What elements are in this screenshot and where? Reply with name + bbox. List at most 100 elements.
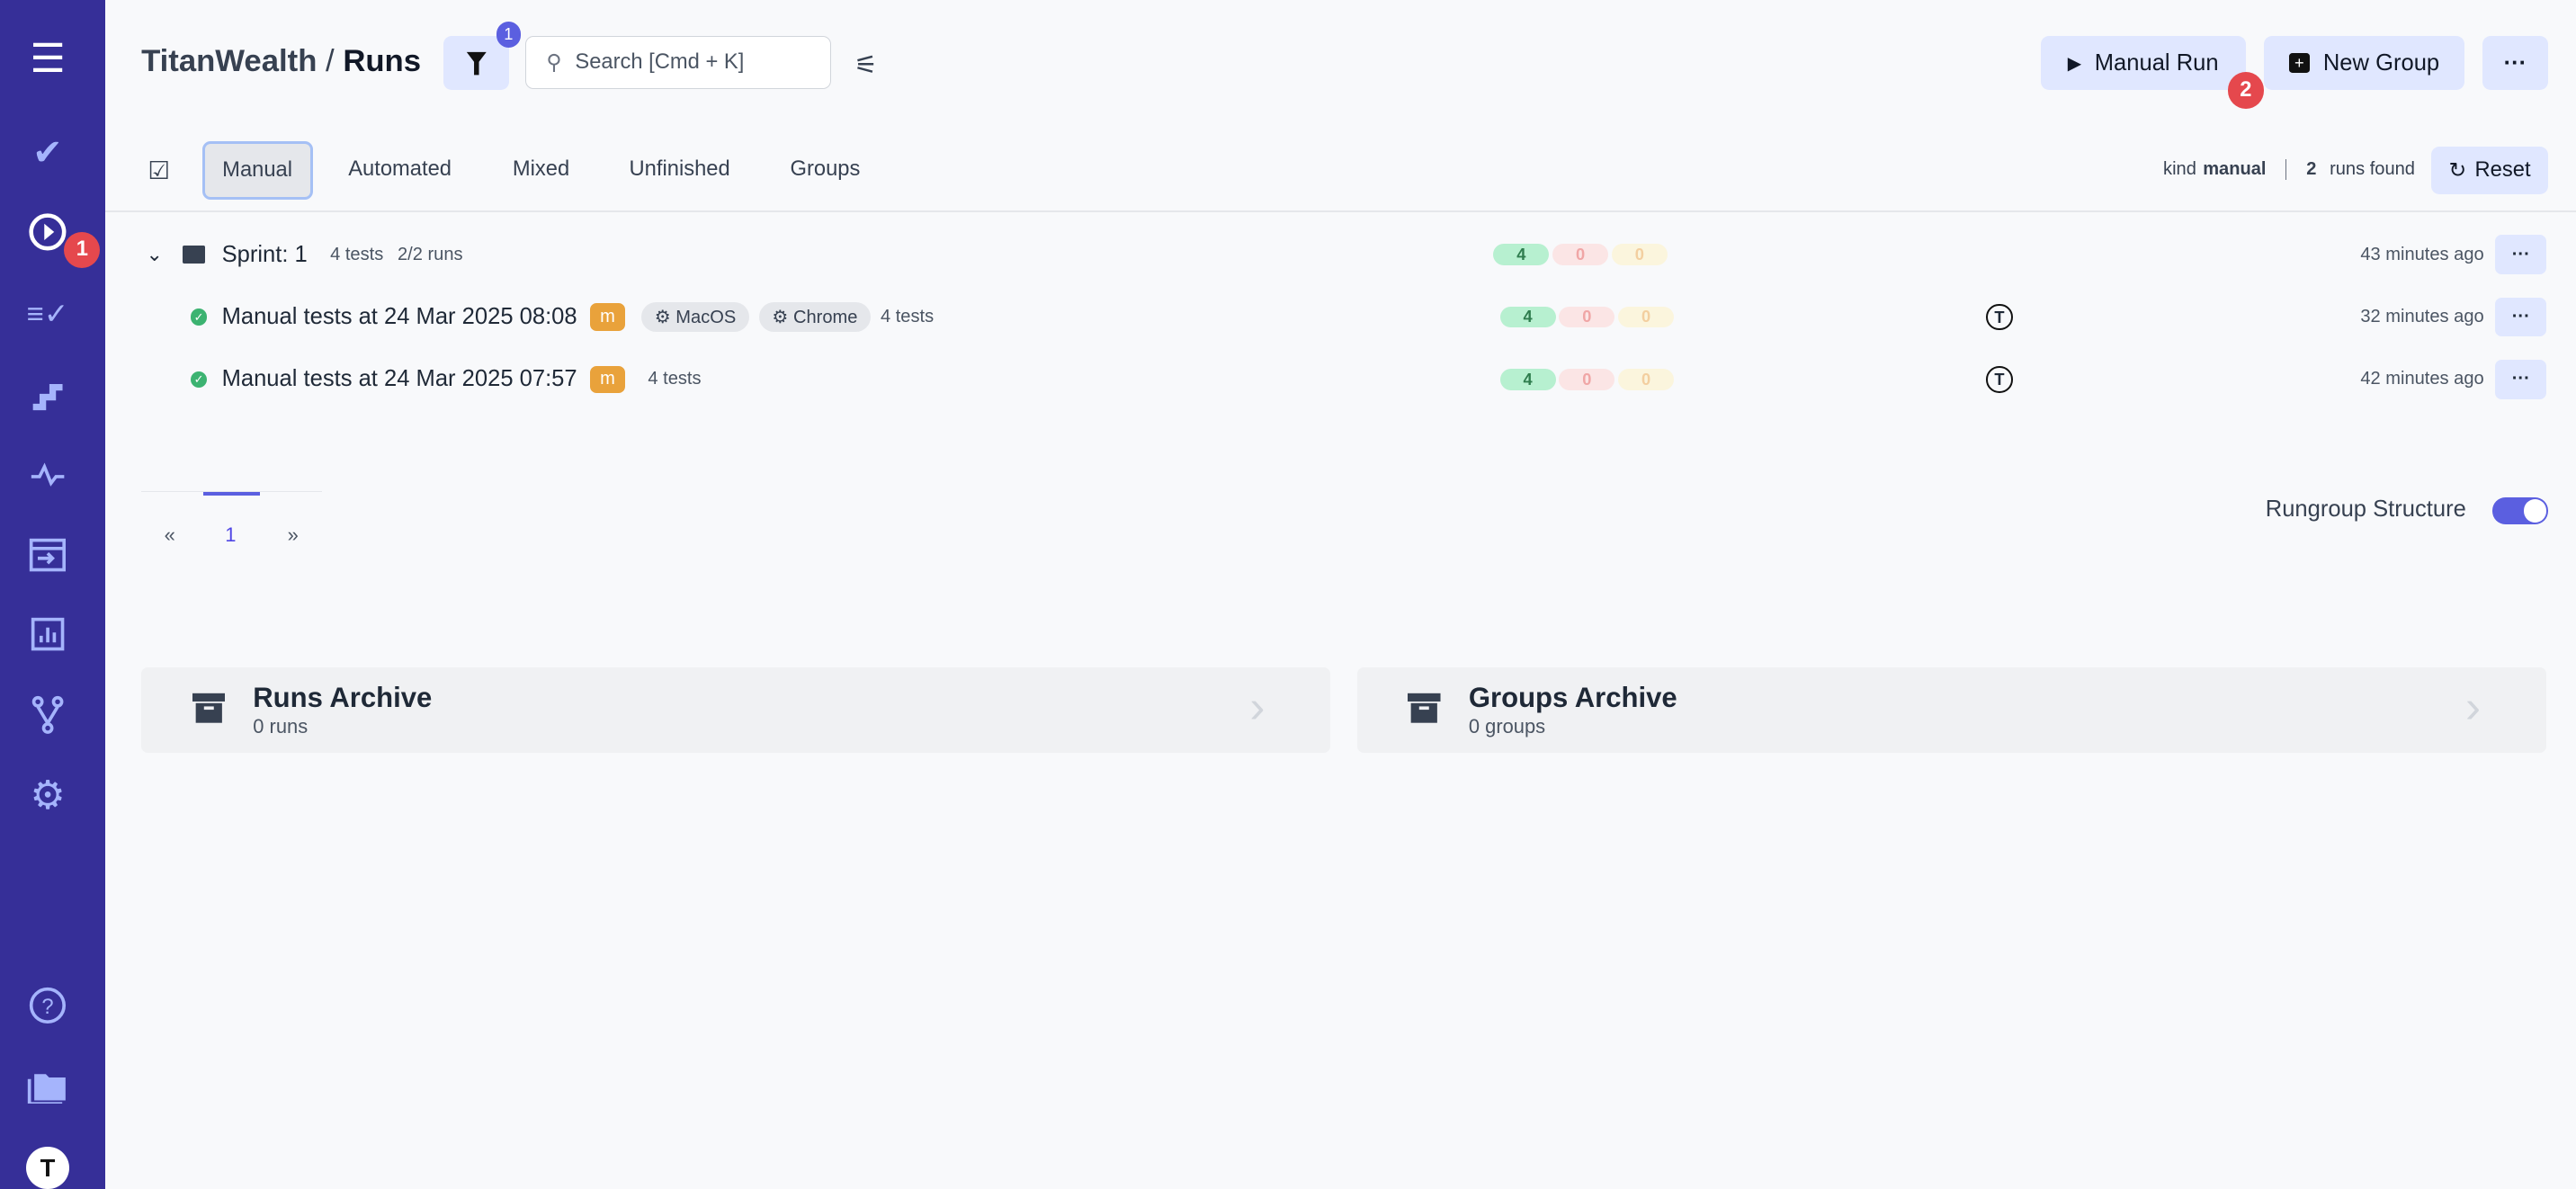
chevron-down-icon[interactable]: ⌄	[146, 243, 163, 266]
runs-archive-card[interactable]: Runs Archive 0 runs ›	[141, 666, 1331, 753]
folders-icon[interactable]	[26, 1065, 68, 1107]
run-tests: 4 tests	[648, 369, 702, 389]
new-group-label: New Group	[2322, 49, 2440, 76]
passed-status-icon: ✓	[190, 371, 208, 389]
pagination: « 1 »	[141, 491, 322, 546]
manual-run-label: Manual Run	[2094, 49, 2219, 76]
group-more-button[interactable]: ···	[2495, 235, 2547, 274]
reset-button[interactable]: ↻ Reset	[2431, 146, 2548, 194]
run-time: 32 minutes ago	[2360, 307, 2484, 326]
filter-count-badge: 1	[496, 21, 521, 48]
env-chip: ⚙ MacOS	[641, 302, 749, 332]
play-icon: ▶	[2067, 53, 2082, 74]
skipped-count: 0	[1611, 244, 1668, 265]
group-name[interactable]: Sprint: 1	[221, 241, 308, 267]
branch-icon[interactable]	[26, 693, 68, 736]
rungroup-structure-label: Rungroup Structure	[2265, 496, 2466, 522]
breadcrumb-separator: /	[326, 44, 335, 79]
manual-badge: m	[590, 303, 625, 331]
tab-unfinished[interactable]: Unfinished	[629, 156, 730, 181]
page-title: Runs	[343, 44, 422, 79]
gear-icon[interactable]: ⚙	[30, 773, 66, 818]
notification-badge: 1	[64, 231, 101, 268]
check-icon[interactable]: ✔	[32, 131, 63, 173]
run-tests: 4 tests	[880, 307, 935, 326]
run-title[interactable]: Manual tests at 24 Mar 2025 08:08	[221, 304, 577, 329]
pulse-icon[interactable]	[26, 453, 68, 496]
prev-page-button[interactable]: «	[164, 523, 175, 546]
run-more-button[interactable]: ···	[2495, 297, 2547, 337]
menu-icon[interactable]: ☰	[30, 37, 66, 82]
archive-count: 0 runs	[253, 714, 309, 738]
passed-count: 4	[1499, 369, 1556, 390]
search-icon: ⚲	[546, 50, 562, 75]
env-label: Chrome	[793, 308, 858, 327]
runs-found-label: runs found	[2330, 159, 2415, 180]
failed-count: 0	[1552, 244, 1609, 265]
user-avatar: T	[1986, 366, 2013, 393]
groups-archive-card[interactable]: Groups Archive 0 groups ›	[1356, 666, 2547, 753]
run-row[interactable]: ✓ Manual tests at 24 Mar 2025 07:57 m 4 …	[105, 355, 2576, 405]
archive-title: Runs Archive	[253, 681, 433, 713]
archive-count: 0 groups	[1468, 714, 1546, 738]
skipped-count: 0	[1618, 306, 1675, 328]
more-button[interactable]: ···	[2482, 36, 2548, 91]
search-placeholder: Search [Cmd + K]	[575, 49, 745, 74]
run-more-button[interactable]: ···	[2495, 359, 2547, 399]
folder-plus-icon: +	[2288, 53, 2311, 74]
search-input[interactable]: ⚲ Search [Cmd + K]	[525, 36, 832, 89]
rungroup-structure-toggle[interactable]	[2491, 497, 2548, 524]
list-check-icon[interactable]: ≡✓	[26, 297, 69, 331]
run-row[interactable]: ✓ Manual tests at 24 Mar 2025 08:08 m ⚙ …	[105, 292, 2576, 342]
play-circle-icon[interactable]	[26, 210, 68, 253]
env-chip: ⚙ Chrome	[758, 302, 872, 332]
steps-icon[interactable]	[26, 371, 68, 414]
tab-mixed[interactable]: Mixed	[512, 156, 570, 181]
archive-icon	[1408, 693, 1441, 723]
tab-manual[interactable]: Manual	[201, 141, 313, 200]
group-tests: 4 tests	[330, 244, 384, 264]
archive-icon	[192, 693, 226, 723]
run-title[interactable]: Manual tests at 24 Mar 2025 07:57	[221, 366, 577, 392]
refresh-icon: ↻	[2448, 158, 2467, 183]
failed-count: 0	[1559, 306, 1615, 328]
help-icon[interactable]: ?	[26, 984, 68, 1026]
manual-badge: m	[590, 365, 625, 394]
manual-run-button[interactable]: ▶ Manual Run	[2040, 36, 2246, 91]
svg-text:?: ?	[41, 996, 53, 1019]
project-name[interactable]: TitanWealth	[141, 44, 318, 79]
passed-count: 4	[1499, 306, 1556, 328]
sidebar: ☰ ✔ 1 ≡✓ ⚙ ? T	[0, 0, 105, 1189]
next-page-button[interactable]: »	[287, 523, 299, 546]
divider	[104, 210, 2576, 212]
filter-summary: kind manual 2 runs found	[2163, 159, 2415, 181]
chart-icon[interactable]	[26, 612, 68, 655]
manual-run-badge: 2	[2227, 72, 2264, 109]
new-group-button[interactable]: + New Group	[2263, 36, 2464, 91]
filter-button[interactable]	[443, 36, 510, 91]
group-runs: 2/2 runs	[398, 244, 463, 264]
tab-groups[interactable]: Groups	[790, 156, 861, 181]
env-label: MacOS	[675, 308, 737, 327]
chevron-right-icon: ›	[1249, 681, 1266, 733]
filter-icon	[466, 51, 487, 76]
runs-count: 2	[2306, 159, 2317, 180]
skipped-count: 0	[1618, 369, 1675, 390]
avatar-icon[interactable]: T	[26, 1146, 69, 1189]
user-avatar: T	[1986, 303, 2013, 331]
import-icon[interactable]	[26, 534, 68, 577]
reset-label: Reset	[2474, 157, 2531, 182]
passed-status-icon: ✓	[190, 308, 208, 326]
run-time: 42 minutes ago	[2360, 369, 2484, 389]
archive-title: Groups Archive	[1468, 681, 1677, 713]
chevron-right-icon: ›	[2464, 681, 2482, 733]
select-all-icon[interactable]: ☑	[148, 156, 170, 184]
kind-value: manual	[2203, 159, 2267, 180]
folder-icon	[182, 246, 206, 264]
tab-automated[interactable]: Automated	[348, 156, 452, 181]
settings-sliders-icon[interactable]: ⚟	[854, 50, 878, 80]
breadcrumb: TitanWealth / Runs	[141, 44, 421, 79]
page-1-button[interactable]: 1	[225, 523, 237, 546]
passed-count: 4	[1493, 244, 1550, 265]
